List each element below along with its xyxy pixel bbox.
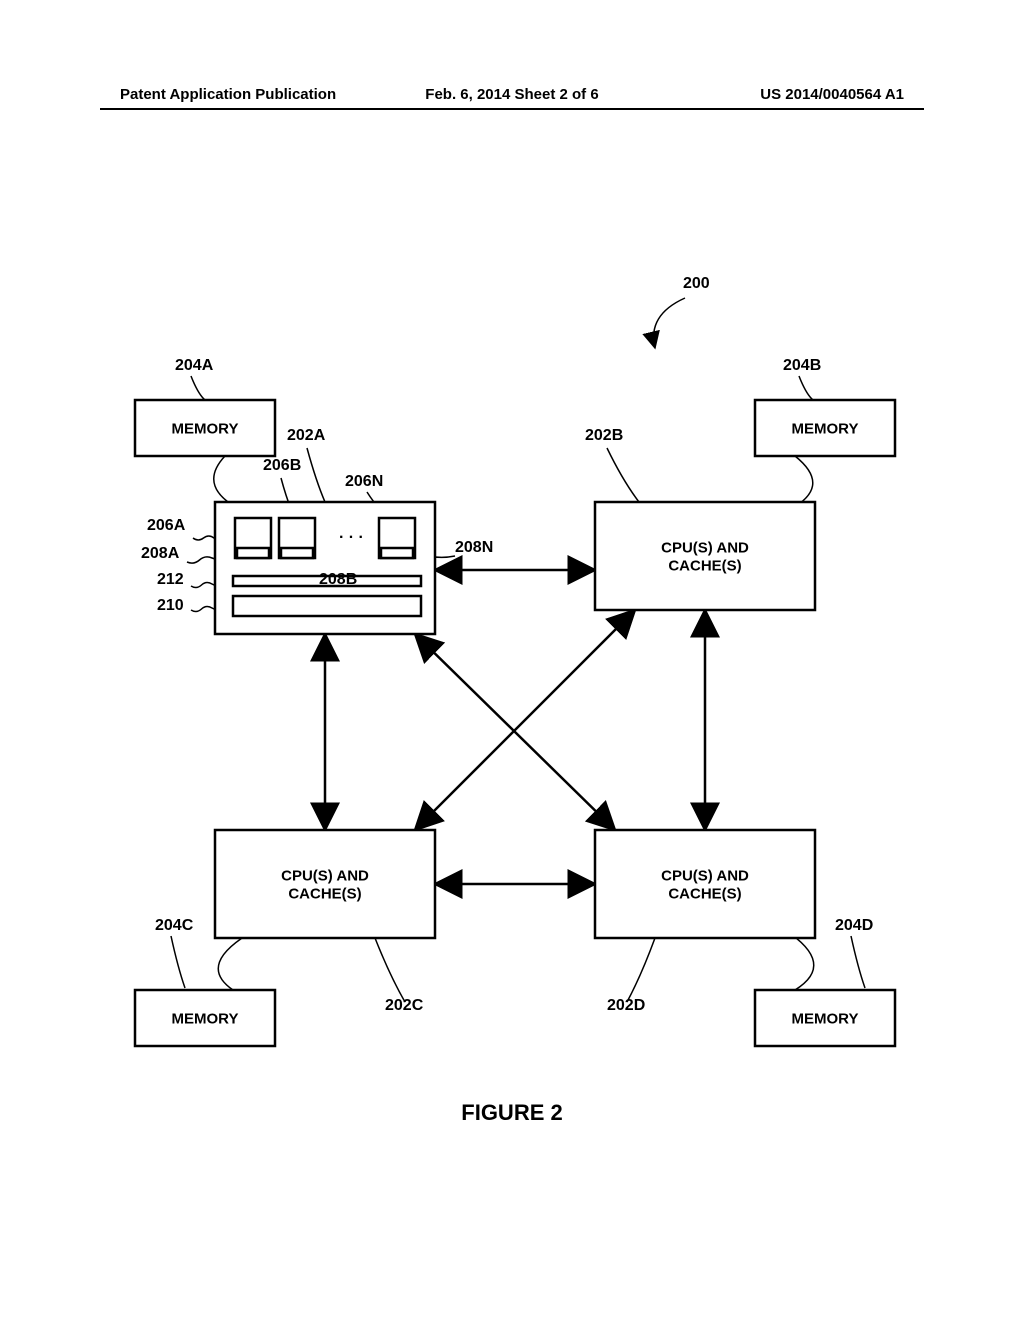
figure-caption: FIGURE 2 <box>0 1100 1024 1126</box>
node-llc210 <box>233 596 421 616</box>
ref-label-r202B: 202B <box>585 427 623 444</box>
ref-label-r202D: 202D <box>607 997 645 1014</box>
ref-leader <box>307 448 325 502</box>
node-label-cpu_c: CACHE(S) <box>288 885 361 902</box>
ref-label-r202C: 202C <box>385 997 424 1014</box>
ref-label-r212: 212 <box>157 571 184 588</box>
ref-label-r200: 200 <box>683 275 710 292</box>
node-label-cpu_b: CPU(S) AND <box>661 539 749 556</box>
node-label-cpu_d: CPU(S) AND <box>661 867 749 884</box>
ref-label-r204B: 204B <box>783 357 821 374</box>
ref-label-r206B: 206B <box>263 457 301 474</box>
node-label-cpu_d: CACHE(S) <box>668 885 741 902</box>
ref-leader <box>607 448 639 502</box>
core-ellipsis: · · · <box>339 529 364 546</box>
node-label-mem_a: MEMORY <box>172 420 239 437</box>
ref-label-r206N: 206N <box>345 473 383 490</box>
node-label-mem_b: MEMORY <box>792 420 859 437</box>
ref-leader <box>171 936 185 988</box>
ref-label-r206A: 206A <box>147 517 186 534</box>
ref-leader <box>375 938 405 1002</box>
header-right: US 2014/0040564 A1 <box>760 86 904 103</box>
node-l1_a <box>237 548 269 558</box>
ref-leader <box>851 936 865 988</box>
ref-label-r208B: 208B <box>319 571 357 588</box>
node-l1_b <box>281 548 313 558</box>
ref-200-arrow <box>654 298 685 348</box>
ref-leader <box>191 376 205 400</box>
node-label-cpu_c: CPU(S) AND <box>281 867 369 884</box>
ref-label-r210: 210 <box>157 597 184 614</box>
ref-label-r208N: 208N <box>455 539 493 556</box>
node-label-mem_d: MEMORY <box>792 1010 859 1027</box>
ref-leader <box>799 376 813 400</box>
diagram-svg: MEMORYMEMORYMEMORYMEMORYCPU(S) ANDCACHE(… <box>95 270 935 1110</box>
node-label-mem_c: MEMORY <box>172 1010 239 1027</box>
interconnect-arrow <box>415 610 635 830</box>
ref-label-r204A: 204A <box>175 357 214 374</box>
ref-label-r208A: 208A <box>141 545 180 562</box>
ref-leader <box>627 938 655 1002</box>
ref-label-r204C: 204C <box>155 917 194 934</box>
header-rule <box>100 108 924 110</box>
node-label-cpu_b: CACHE(S) <box>668 557 741 574</box>
ref-label-r202A: 202A <box>287 427 326 444</box>
diagram-container: MEMORYMEMORYMEMORYMEMORYCPU(S) ANDCACHE(… <box>95 270 935 1110</box>
ref-label-r204D: 204D <box>835 917 873 934</box>
node-l1_n <box>381 548 413 558</box>
